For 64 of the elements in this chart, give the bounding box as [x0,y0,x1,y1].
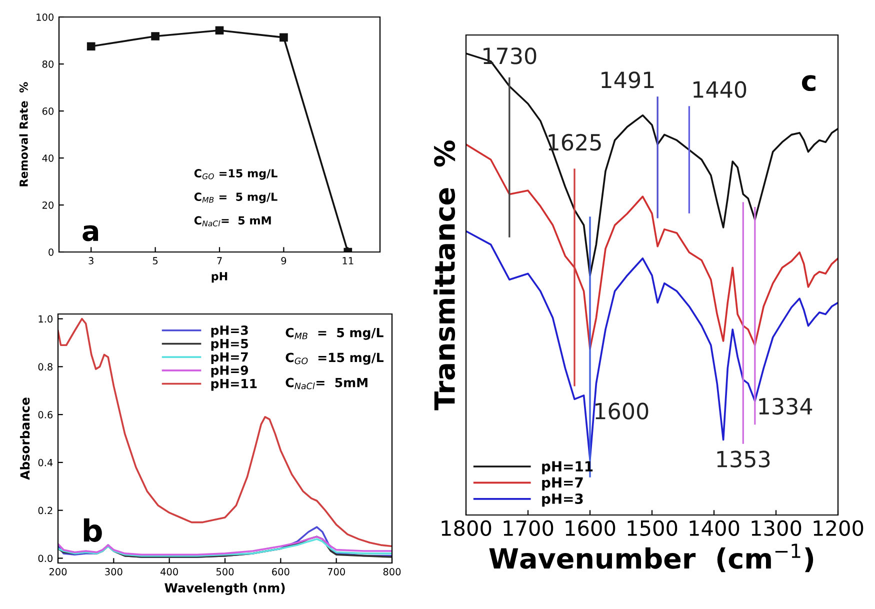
x-axis-title: pH [212,272,228,283]
annotation: b [84,518,102,542]
y-tick-label: 20 [42,201,54,209]
ref-line-label: 1600 [596,402,648,420]
x-tick-label: 1300 [752,520,802,536]
annotation: C$_{NaCl}$= 5 mM [194,216,271,226]
x-tick-label: 800 [383,568,401,576]
x-tick-label: 1800 [442,520,492,536]
x-tick-label: 200 [49,568,67,576]
x-tick-label: 400 [160,568,178,576]
x-tick-label: 1600 [566,520,616,536]
legend-label: pH=3 [211,325,248,338]
x-tick-label: 11 [342,257,354,264]
ref-line-label: 1491 [602,71,654,88]
y-axis-title: Removal Rate % [19,82,28,186]
ref-line-label: 1353 [717,450,770,468]
x-tick-label: 1400 [690,520,740,536]
legend-label: pH=7 [542,477,583,490]
ref-line-label: 1440 [694,81,746,98]
x-tick-label: 1200 [814,520,864,536]
y-axis-title: Transmittance % [434,140,456,410]
annotation: c [802,75,816,92]
x-tick-label: 1700 [504,520,554,536]
legend-label: pH=11 [211,379,257,391]
y-tick-label: 40 [42,154,54,162]
y-axis-title: Absorbance [20,398,30,480]
y-tick-label: 80 [42,60,54,68]
x-tick-label: 3 [88,257,94,264]
x-axis-title: Wavelength (nm) [164,582,285,596]
annotation: C$_{MB}$ = 5 mg/L [194,192,278,204]
ref-line-label: 1334 [759,398,812,415]
y-tick-label: 60 [42,107,54,115]
x-axis-title: Wavenumber (cm$^{−1}$) [489,544,814,572]
point [86,42,96,51]
y-tick-label: 0.8 [38,363,52,371]
line-series [58,318,392,548]
legend-label: pH=7 [211,352,248,364]
y-tick-label: 100 [36,13,54,21]
legend-label: pH=5 [211,338,248,351]
legend-label: pH=3 [542,493,583,507]
y-tick-label: 0.0 [38,554,52,562]
text: C$_{GO}$ =15 mg/L [286,352,384,365]
annotation: a [82,225,98,242]
x-tick-label: 600 [272,568,290,576]
point [280,33,288,42]
x-tick-label: 7 [217,257,222,264]
y-tick-label: 1.0 [38,315,52,323]
legend-label: pH=9 [211,366,248,378]
point [215,26,224,35]
x-tick-label: 1500 [628,520,678,536]
x-tick-label: 9 [281,257,286,264]
y-tick-label: 0 [48,248,54,256]
y-tick-label: 0.4 [38,458,53,466]
y-tick-label: 0.6 [38,411,53,418]
x-tick-label: 300 [105,568,122,576]
annotation: C$_{GO}$ =15 mg/L [194,169,278,180]
point [151,32,160,40]
annotation: C$_{NaCl}$= 5mM [286,378,368,390]
x-tick-label: 5 [152,257,158,264]
y-tick-label: 0.2 [38,506,52,514]
x-tick-label: 700 [328,568,345,576]
text: C$_{MB}$ = 5 mg/L [286,328,384,340]
x-tick-label: 500 [216,568,234,576]
ref-line-label: 1730 [484,47,536,64]
